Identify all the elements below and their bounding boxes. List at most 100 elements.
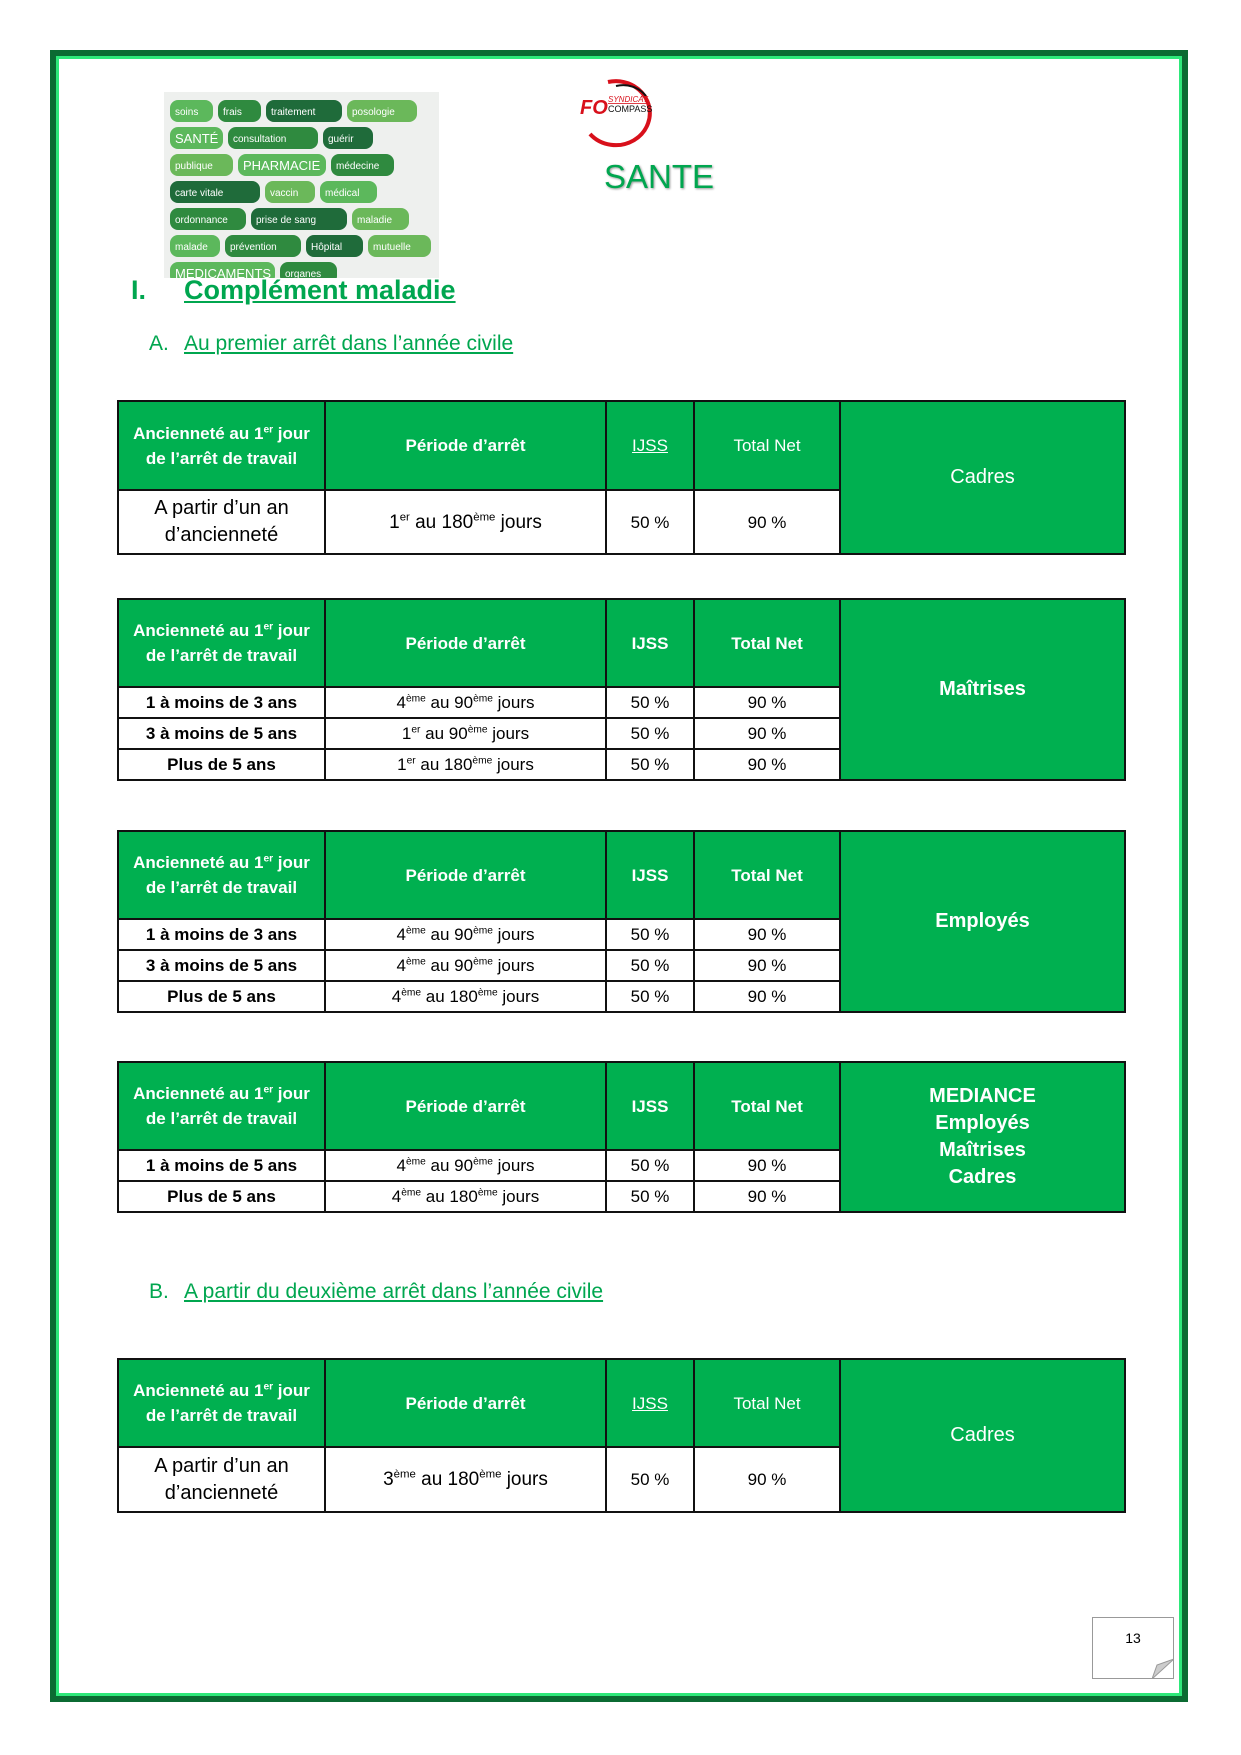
header-label: Total Net <box>731 865 803 885</box>
total-net-cell: 90 % <box>693 686 841 719</box>
category-label: Maîtrises <box>939 1139 1026 1161</box>
cell-text: A partir d’un an d’ancienneté <box>154 1454 289 1504</box>
cell-text: 1er au 180ème jours <box>397 755 534 774</box>
section-heading: I. Complément maladie <box>131 275 456 306</box>
header-label: IJSS <box>631 1096 669 1116</box>
cell-text: 4ème au 180ème jours <box>391 1187 540 1206</box>
compensation-table: Ancienneté au 1er jour de l’arrêt de tra… <box>117 830 1126 1013</box>
page-border <box>50 50 1188 1702</box>
header-seniority: Ancienneté au 1er jour de l’arrêt de tra… <box>117 830 326 920</box>
word-label: guérir <box>328 134 354 145</box>
header-label: Période d’arrêt <box>405 1393 526 1413</box>
seniority-cell: Plus de 5 ans <box>117 980 326 1013</box>
header-period: Période d’arrêt <box>324 1061 607 1151</box>
word-label: prise de sang <box>256 215 316 226</box>
word-bubble: Hôpital <box>306 235 363 257</box>
cell-text: 1 à moins de 3 ans <box>145 693 298 712</box>
word-label: PHARMACIE <box>243 158 321 173</box>
header-period: Période d’arrêt <box>324 400 607 491</box>
ijss-cell: 50 % <box>605 949 695 982</box>
header-label: IJSS <box>631 865 669 885</box>
employee-category: Cadres <box>839 400 1126 555</box>
seniority-cell: 3 à moins de 5 ans <box>117 717 326 750</box>
word-bubble: guérir <box>323 127 373 149</box>
table-row: 3 à moins de 5 ans 4ème au 90ème jours 50 … <box>117 949 1125 982</box>
cell-text: 50 % <box>630 755 670 774</box>
cell-text: A partir d’un an d’ancienneté <box>154 497 289 546</box>
table-row: Plus de 5 ans 4ème au 180ème jours 50 % 90 … <box>117 1180 1125 1213</box>
table-row: A partir d’un an d’ancienneté 1er au 180è… <box>117 489 1125 555</box>
cell-text: 90 % <box>747 724 787 743</box>
header-label: IJSS <box>632 1393 668 1413</box>
cell-text: 50 % <box>630 1156 670 1175</box>
cell-text: 90 % <box>747 693 787 712</box>
category-label: Employés <box>935 1112 1030 1134</box>
word-bubble: malade <box>170 235 220 257</box>
total-net-cell: 90 % <box>693 918 841 951</box>
cell-text: 90 % <box>747 1156 787 1175</box>
word-label: carte vitale <box>175 188 224 199</box>
fo-compass-logo: FO SYNDICAT COMPASS <box>580 79 652 148</box>
subsection-b-heading: B. A partir du deuxième arrêt dans l’ann… <box>149 1280 603 1304</box>
header-ijss: IJSS <box>605 830 695 920</box>
header-label: Période d’arrêt <box>405 1096 526 1116</box>
compensation-table: Ancienneté au 1er jour de l’arrêt de tra… <box>117 1358 1126 1513</box>
header-total-net: Total Net <box>693 598 841 688</box>
word-label: médical <box>325 188 359 199</box>
ijss-cell: 50 % <box>605 1149 695 1182</box>
period-cell: 4ème au 90ème jours <box>324 686 607 719</box>
employee-category: Maîtrises <box>839 598 1126 781</box>
table-header-row: Ancienneté au 1er jour de l’arrêt de tra… <box>117 830 1126 1013</box>
cell-text: 50 % <box>630 693 670 712</box>
ijss-cell: 50 % <box>605 918 695 951</box>
page-title: SANTE <box>604 158 715 195</box>
word-bubble: carte vitale <box>170 181 260 203</box>
cell-text: 50 % <box>630 724 670 743</box>
category-label: Cadres <box>948 1166 1017 1188</box>
header-label: Total Net <box>731 1096 803 1116</box>
period-cell: 4ème au 90ème jours <box>324 949 607 982</box>
header-ijss: IJSS <box>605 598 695 688</box>
ijss-cell: 50 % <box>605 1446 695 1513</box>
subsection-title: A partir du deuxième arrêt dans l’année … <box>184 1280 604 1303</box>
total-net-cell: 90 % <box>693 1446 841 1513</box>
table-row: 1 à moins de 3 ans 4ème au 90ème jours 50 … <box>117 918 1125 951</box>
word-bubble: organes <box>280 262 337 278</box>
cell-text: 90 % <box>747 987 787 1006</box>
word-label: consultation <box>233 134 286 145</box>
period-cell: 1er au 180ème jours <box>324 748 607 781</box>
word-label: posologie <box>352 107 395 118</box>
word-bubble: médecine <box>331 154 394 176</box>
ijss-cell: 50 % <box>605 489 695 555</box>
word-bubble: PHARMACIE <box>238 154 326 176</box>
seniority-cell: A partir d’un an d’ancienneté <box>117 489 326 555</box>
word-bubble: mutuelle <box>368 235 431 257</box>
header-total-net: Total Net <box>693 1358 841 1448</box>
table-header-row: Ancienneté au 1er jour de l’arrêt de tra… <box>117 1061 1126 1213</box>
ijss-cell: 50 % <box>605 980 695 1013</box>
word-label: publique <box>175 161 213 172</box>
section-number: I. <box>131 275 147 305</box>
word-label: prévention <box>230 242 277 253</box>
ijss-cell: 50 % <box>605 717 695 750</box>
cell-text: Plus de 5 ans <box>167 987 276 1006</box>
period-cell: 4ème au 90ème jours <box>324 1149 607 1182</box>
compensation-table: Ancienneté au 1er jour de l’arrêt de tra… <box>117 1061 1126 1213</box>
header-label: IJSS <box>632 436 668 455</box>
header-label: IJSS <box>631 633 669 653</box>
header-ijss: IJSS <box>605 1061 695 1151</box>
seniority-cell: 1 à moins de 3 ans <box>117 918 326 951</box>
page-border-inner <box>56 56 1182 1696</box>
word-bubble: publique <box>170 154 233 176</box>
cell-text: 4ème au 90ème jours <box>396 1156 535 1175</box>
cell-text: 3ème au 180ème jours <box>383 1468 548 1490</box>
cell-text: Plus de 5 ans <box>167 1187 276 1206</box>
word-label: vaccin <box>270 188 298 199</box>
cell-text: 4ème au 90ème jours <box>396 956 535 975</box>
cell-text: 50 % <box>630 1470 670 1489</box>
cell-text: 90 % <box>747 925 787 944</box>
word-bubble: ordonnance <box>170 208 246 230</box>
cell-text: 90 % <box>747 755 787 774</box>
category-label: Employés <box>935 910 1030 932</box>
table-row: 1 à moins de 5 ans 4ème au 90ème jours 50 … <box>117 1149 1125 1182</box>
